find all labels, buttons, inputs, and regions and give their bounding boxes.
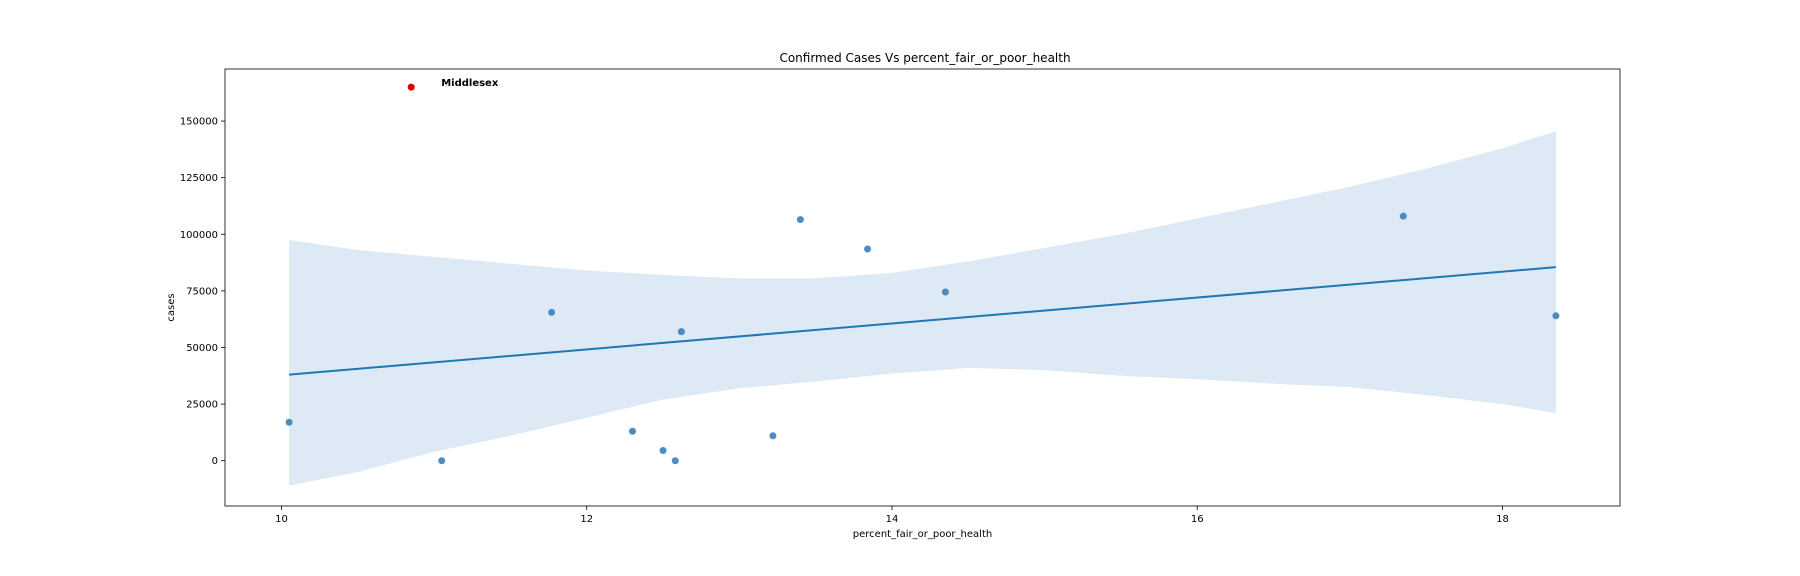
y-tick-label: 75000 xyxy=(186,286,218,297)
data-point-4 xyxy=(629,427,637,435)
annotation-label-middlesex: Middlesex xyxy=(441,78,499,89)
plot-frame xyxy=(224,68,1621,507)
regression-line xyxy=(289,266,1556,376)
data-point-10 xyxy=(864,245,872,253)
data-point-2 xyxy=(438,457,446,465)
data-point-3 xyxy=(548,308,556,316)
y-tick-label: 125000 xyxy=(180,173,218,184)
annotation-layer: Middlesex xyxy=(407,78,499,91)
y-axis: 0 25000 50000 75000 100000 125000 150000 xyxy=(180,117,225,467)
confidence-band xyxy=(289,131,1556,486)
data-point-11 xyxy=(941,288,949,296)
chart-title: Confirmed Cases Vs percent_fair_or_poor_… xyxy=(779,51,1070,65)
data-point-1 xyxy=(285,418,293,426)
data-point-5 xyxy=(659,447,667,455)
x-tick-label: 12 xyxy=(580,514,593,525)
data-point-6 xyxy=(671,457,679,465)
data-point-12 xyxy=(1399,212,1407,220)
x-tick-label: 18 xyxy=(1496,514,1509,525)
data-points-layer xyxy=(285,212,1560,465)
highlight-point-middlesex xyxy=(407,83,415,91)
y-axis-title: cases xyxy=(166,293,177,321)
y-tick-label: 150000 xyxy=(180,117,218,128)
data-point-13 xyxy=(1552,312,1560,320)
x-axis: 10 12 14 16 18 xyxy=(275,506,1509,525)
y-tick-label: 50000 xyxy=(186,343,218,354)
regression-line-layer xyxy=(289,266,1556,376)
y-tick-label: 0 xyxy=(212,456,218,467)
x-tick-label: 10 xyxy=(275,514,288,525)
confidence-band-layer xyxy=(289,131,1556,486)
x-tick-label: 16 xyxy=(1191,514,1204,525)
data-point-8 xyxy=(769,432,777,440)
y-tick-label: 25000 xyxy=(186,400,218,411)
x-axis-title: percent_fair_or_poor_health xyxy=(853,529,992,540)
x-tick-label: 14 xyxy=(886,514,899,525)
data-point-7 xyxy=(677,328,685,336)
data-point-9 xyxy=(796,216,804,224)
y-tick-label: 100000 xyxy=(180,230,218,241)
